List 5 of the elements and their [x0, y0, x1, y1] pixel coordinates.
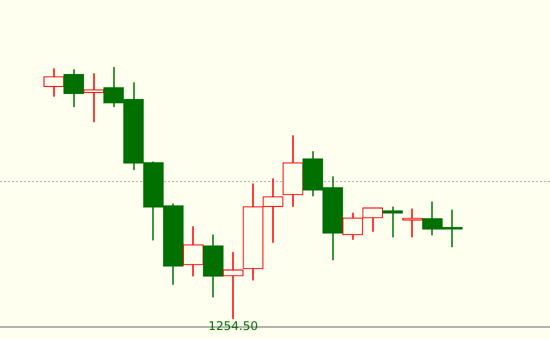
candlestick: [222, 251, 244, 320]
candlestick: [43, 68, 64, 98]
candlestick: [63, 68, 84, 108]
annotation: 1254.50: [208, 319, 258, 334]
candlestick: [182, 226, 204, 278]
